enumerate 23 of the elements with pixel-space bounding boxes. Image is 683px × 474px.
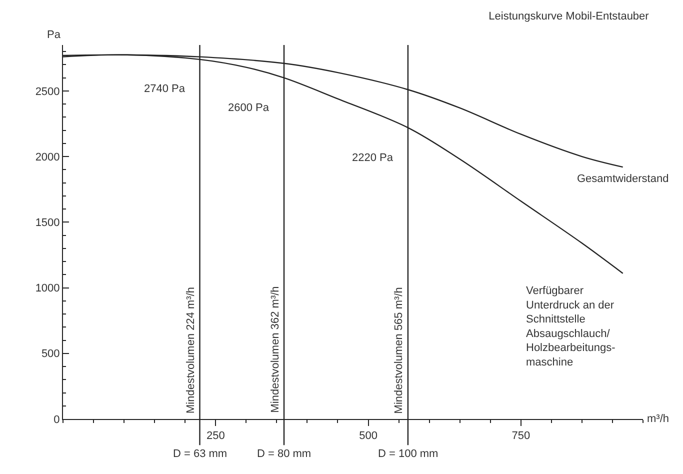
y-tick-label: 500	[41, 348, 60, 360]
y-tick-label: 0	[54, 414, 60, 426]
y-tick-label: 2500	[35, 86, 60, 98]
y-tick-label: 1500	[35, 217, 60, 230]
y-axis-title: Pa	[47, 29, 62, 41]
x-tick-label: 750	[512, 430, 530, 442]
x-tick-label: 500	[359, 430, 378, 442]
x-axis-title: m³/h	[647, 413, 669, 425]
annotation: 2220 Pa	[352, 152, 394, 164]
text: D = 63 mm	[173, 448, 228, 460]
y-tick-label: 2000	[35, 151, 60, 164]
ref-line-label: Mindestvolumen 362 m³/h	[269, 286, 282, 413]
ref-line-label: Mindestvolumen 565 m³/h	[393, 287, 406, 414]
y-tick-label: 1000	[35, 282, 60, 295]
chart-title: Leistungskurve Mobil-Entstauber	[488, 10, 650, 23]
text: D = 80 mm	[257, 448, 312, 460]
text: D = 100 mm	[378, 448, 438, 460]
series-label: Gesamtwiderstand	[577, 173, 669, 185]
series-label: Verfügbarer Unterdruck an der Schnittstelle Absaugschlauch/ Holzbearbeitungs- maschine	[526, 285, 616, 368]
ref-line-label: Mindestvolumen 224 m³/h	[185, 286, 197, 414]
annotation: 2740 Pa	[144, 83, 186, 95]
annotation: 2600 Pa	[228, 102, 270, 114]
x-tick-label: 250	[206, 430, 225, 442]
